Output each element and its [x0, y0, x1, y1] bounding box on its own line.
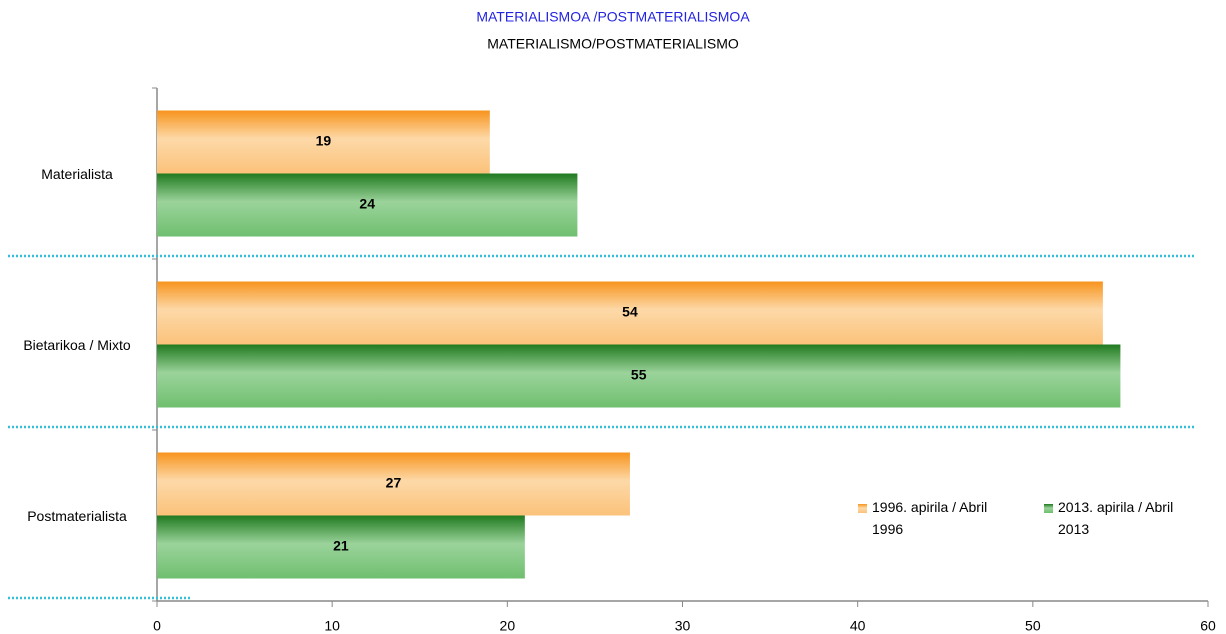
x-tick-label: 10	[324, 618, 340, 634]
x-tick-label: 60	[1200, 618, 1216, 634]
x-tick-label: 50	[1025, 618, 1041, 634]
y-tick-label: Bietarikoa / Mixto	[23, 336, 131, 353]
x-tick-label: 30	[675, 618, 691, 634]
bar	[157, 515, 525, 579]
data-label: 55	[631, 367, 647, 383]
legend-label: 1996. apirila / Abril 1996	[872, 499, 988, 537]
data-label: 24	[359, 196, 375, 212]
legend-swatch	[858, 504, 867, 513]
x-tick-label: 20	[500, 618, 516, 634]
bar	[157, 344, 1121, 408]
legend-label: 2013. apirila / Abril 2013	[1058, 499, 1174, 537]
data-label: 54	[622, 304, 638, 320]
bar	[157, 173, 578, 237]
bar	[157, 452, 630, 516]
chart-title: MATERIALISMOA /POSTMATERIALISMOA	[476, 9, 750, 25]
x-tick-label: 40	[850, 618, 866, 634]
data-label: 27	[386, 475, 402, 491]
data-label: 19	[316, 133, 332, 149]
bar	[157, 110, 490, 174]
chart-subtitle: MATERIALISMO/POSTMATERIALISMO	[487, 36, 739, 52]
bar	[157, 281, 1103, 345]
y-tick-label: Postmaterialista	[27, 507, 127, 524]
legend-swatch	[1044, 504, 1053, 513]
x-tick-label: 0	[153, 618, 161, 634]
y-tick-label: Materialista	[41, 165, 113, 182]
data-label: 21	[333, 538, 349, 554]
